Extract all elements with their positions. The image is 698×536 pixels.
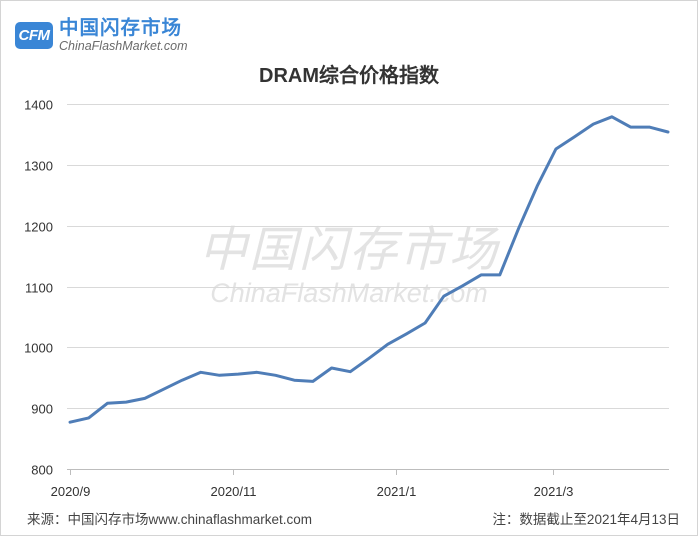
watermark-site: ChinaFlashMarket.com xyxy=(210,278,488,308)
chart-title: DRAM综合价格指数 xyxy=(259,65,439,87)
data-cutoff-note: 注：数据截止至2021年4月13日 xyxy=(492,512,680,527)
y-tick-label: 1100 xyxy=(25,281,53,296)
series-line xyxy=(68,115,670,424)
source-note: 来源：中国闪存市场www.chinaflashmarket.com xyxy=(27,512,313,527)
watermark-name: 中国闪存市场 xyxy=(198,224,499,277)
x-tick-label: 2020/9 xyxy=(51,484,91,499)
x-tick-label: 2021/3 xyxy=(534,484,574,499)
y-tick-label: 800 xyxy=(31,463,53,478)
y-tick-label: 900 xyxy=(31,402,53,417)
y-tick-label: 1400 xyxy=(24,98,53,113)
y-tick-label: 1300 xyxy=(24,159,53,174)
brand-site: ChinaFlashMarket.com xyxy=(59,39,188,53)
x-tick-label: 2020/11 xyxy=(210,484,256,499)
cfm-logo-mark: CFM xyxy=(15,22,53,49)
y-tick-label: 1200 xyxy=(24,220,53,235)
y-tick-label: 1000 xyxy=(24,341,53,356)
brand-name: 中国闪存市场 xyxy=(59,17,183,39)
x-tick-label: 2021/1 xyxy=(377,484,417,499)
